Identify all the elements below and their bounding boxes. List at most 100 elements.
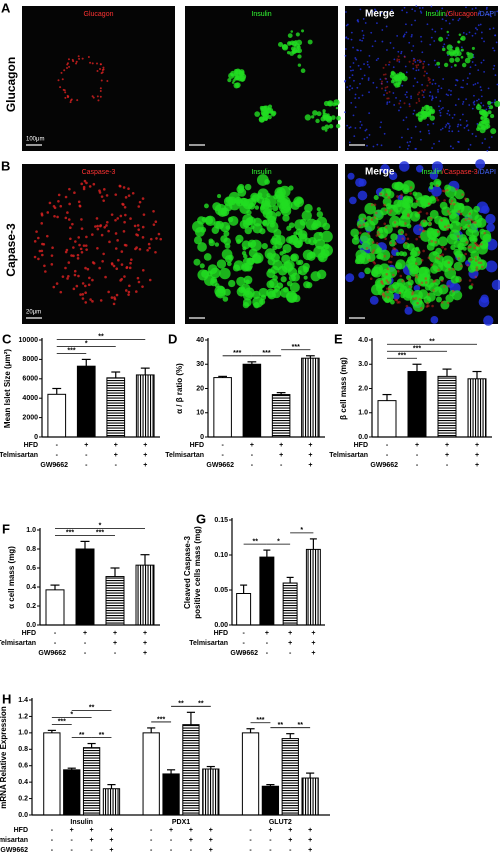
dapi-nucleus — [466, 83, 469, 85]
significance-label: ** — [429, 339, 435, 346]
insulin-signal — [245, 279, 250, 284]
dapi-nucleus — [471, 61, 474, 63]
panel-label: C — [2, 331, 12, 346]
glucagon-signal — [423, 74, 426, 77]
glucagon-signal — [44, 270, 47, 273]
dapi-nucleus — [408, 41, 411, 44]
dapi-nucleus — [347, 172, 355, 180]
condition-mark: + — [308, 452, 312, 459]
dapi-nucleus — [461, 103, 464, 105]
insulin-signal — [316, 216, 328, 228]
condition-label: GW9662 — [370, 462, 398, 469]
glucagon-signal — [422, 62, 425, 65]
channel-title: Glucagon — [84, 11, 114, 18]
dapi-nucleus — [462, 79, 465, 82]
insulin-signal — [224, 255, 233, 263]
glucagon-signal — [400, 193, 403, 197]
condition-mark: + — [109, 827, 113, 834]
dapi-nucleus — [488, 146, 491, 149]
insulin-signal — [244, 226, 253, 235]
dapi-nucleus — [413, 284, 421, 292]
panel-label: D — [168, 331, 177, 346]
condition-mark: - — [416, 462, 419, 469]
glucagon-signal — [467, 224, 471, 228]
dapi-nucleus — [403, 33, 406, 36]
insulin-signal — [445, 294, 454, 303]
glucagon-signal — [104, 275, 107, 279]
bar — [282, 582, 298, 626]
significance-label: *** — [58, 719, 66, 726]
merge-legend-item: /DAPI — [478, 11, 496, 18]
dapi-nucleus — [496, 83, 499, 86]
glucagon-signal — [473, 241, 477, 245]
glucagon-signal — [418, 223, 422, 227]
glucagon-signal — [50, 263, 54, 266]
dapi-nucleus — [490, 136, 493, 138]
dapi-nucleus — [388, 101, 391, 103]
dapi-nucleus — [474, 7, 477, 9]
glucagon-signal — [459, 279, 462, 282]
bar — [305, 548, 321, 626]
significance-label: *** — [96, 530, 104, 537]
dapi-nucleus — [431, 28, 434, 31]
dapi-nucleus — [429, 171, 439, 180]
insulin-signal — [473, 205, 480, 213]
dapi-nucleus — [366, 144, 368, 147]
panel-label: B — [1, 158, 10, 173]
dapi-nucleus — [414, 148, 417, 150]
glucagon-signal — [96, 224, 99, 228]
dapi-nucleus — [347, 37, 350, 40]
glucagon-signal — [397, 55, 400, 58]
glucagon-signal — [101, 259, 104, 263]
condition-mark: + — [114, 452, 118, 459]
dapi-nucleus — [445, 124, 448, 126]
glucagon-signal — [447, 224, 450, 228]
condition-label: HFD — [214, 630, 228, 637]
dapi-nucleus — [471, 34, 474, 37]
dapi-nucleus — [433, 143, 435, 145]
glucagon-signal — [40, 222, 44, 225]
condition-mark: + — [311, 640, 315, 647]
glucagon-signal — [80, 182, 84, 186]
significance-label: *** — [262, 350, 270, 357]
y-axis-label: Cleaved Caspase-3 — [183, 535, 192, 608]
glucagon-signal — [427, 256, 431, 260]
dapi-nucleus — [475, 135, 477, 138]
condition-mark: + — [445, 442, 449, 449]
glucagon-signal — [418, 283, 421, 287]
dapi-nucleus — [487, 87, 490, 90]
condition-mark: + — [288, 837, 292, 844]
glucagon-signal — [398, 300, 401, 304]
glucagon-signal — [473, 246, 477, 250]
dapi-nucleus — [405, 11, 408, 14]
bar — [259, 556, 275, 626]
condition-mark: + — [143, 452, 147, 459]
insulin-signal — [272, 205, 279, 212]
glucagon-signal — [464, 252, 468, 256]
condition-mark: - — [446, 462, 449, 469]
glucagon-signal — [452, 289, 455, 293]
glucagon-signal — [398, 102, 401, 105]
glucagon-signal — [67, 261, 71, 264]
glucagon-signal — [64, 216, 68, 220]
dapi-nucleus — [482, 59, 485, 62]
condition-mark: + — [90, 827, 94, 834]
glucagon-signal — [368, 258, 371, 262]
y-axis-label: positive cells mass (mg) — [193, 526, 202, 619]
glucagon-signal — [113, 297, 117, 301]
insulin-signal — [476, 127, 480, 132]
insulin-signal — [322, 109, 326, 113]
glucagon-signal — [375, 211, 378, 215]
dapi-nucleus — [449, 145, 452, 148]
condition-label: Telmisartan — [0, 452, 38, 459]
insulin-signal — [244, 183, 252, 191]
dapi-nucleus — [398, 146, 401, 149]
dapi-nucleus — [440, 128, 442, 131]
dapi-nucleus — [357, 64, 360, 67]
insulin-signal — [454, 64, 457, 67]
dapi-nucleus — [460, 86, 463, 89]
dapi-nucleus — [345, 11, 347, 13]
condition-mark: - — [266, 640, 269, 647]
condition-mark: - — [386, 462, 389, 469]
glucagon-signal — [141, 268, 145, 272]
